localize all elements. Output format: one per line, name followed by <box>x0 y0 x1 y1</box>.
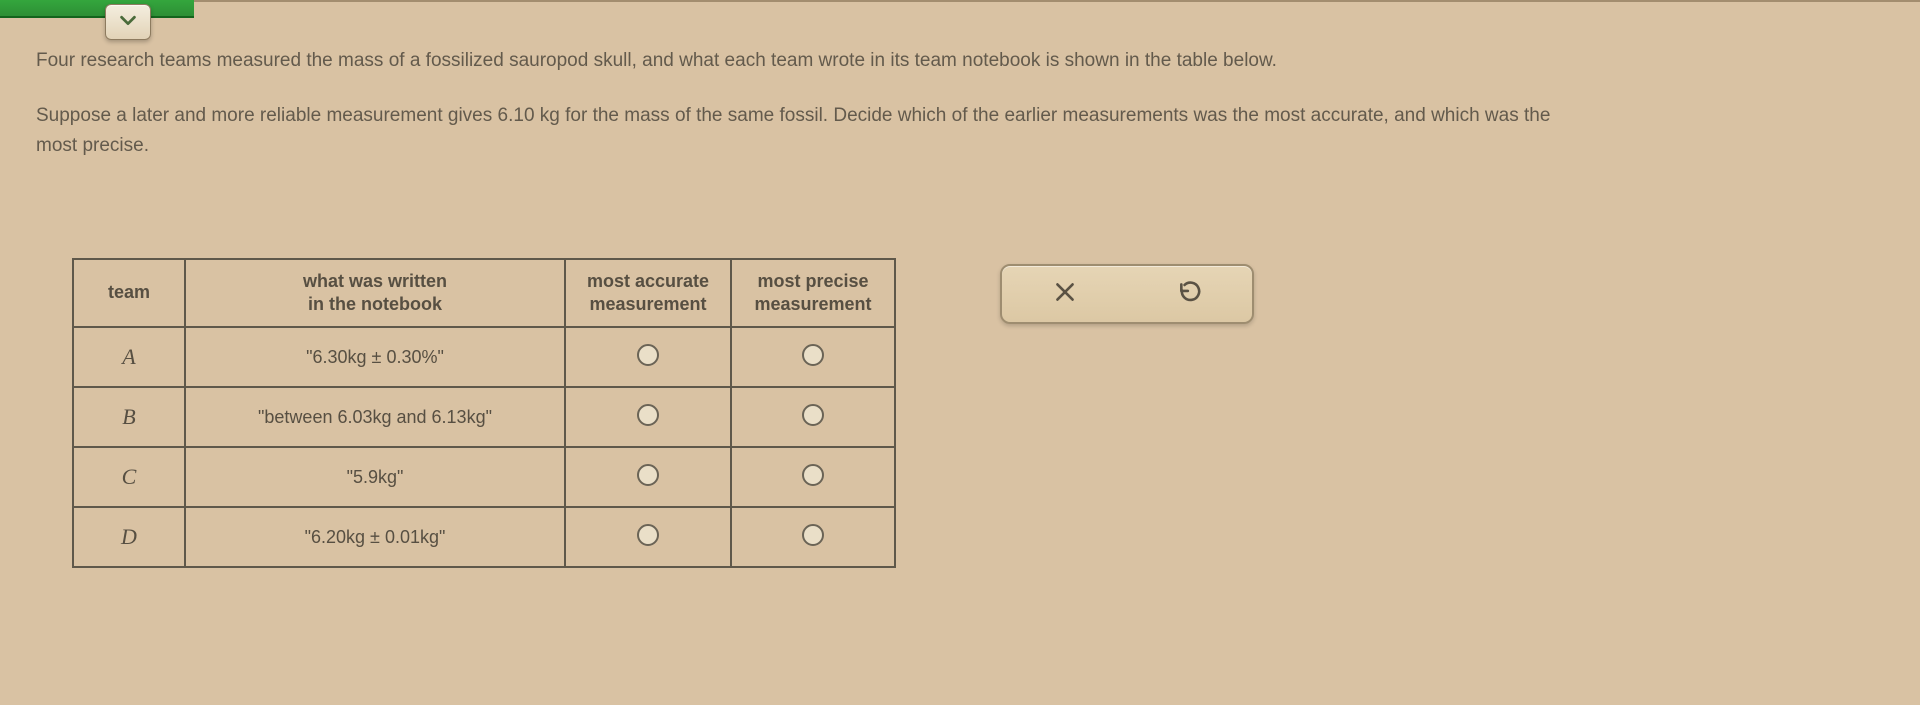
table-header-row: team what was written in the notebook mo… <box>73 259 895 327</box>
undo-icon <box>1177 279 1203 310</box>
written-cell: "6.20kg ± 0.01kg" <box>185 507 565 567</box>
question-paragraph-2: Suppose a later and more reliable measur… <box>36 101 1596 160</box>
top-green-bar <box>0 0 194 18</box>
team-label: D <box>121 524 137 549</box>
precise-radio-c[interactable] <box>802 464 824 486</box>
question-text: Four research teams measured the mass of… <box>36 46 1596 186</box>
table-row: D "6.20kg ± 0.01kg" <box>73 507 895 567</box>
header-written-l1: what was written <box>186 270 564 293</box>
written-cell: "between 6.03kg and 6.13kg" <box>185 387 565 447</box>
header-accurate-l2: measurement <box>566 293 730 316</box>
table-row: B "between 6.03kg and 6.13kg" <box>73 387 895 447</box>
precise-radio-b[interactable] <box>802 404 824 426</box>
header-precise: most precise measurement <box>731 259 895 327</box>
team-label: B <box>122 404 135 429</box>
header-team: team <box>73 259 185 327</box>
written-cell: "6.30kg ± 0.30%" <box>185 327 565 387</box>
header-precise-l2: measurement <box>732 293 894 316</box>
close-icon <box>1052 279 1078 310</box>
accurate-radio-a[interactable] <box>637 344 659 366</box>
precise-radio-a[interactable] <box>802 344 824 366</box>
expand-question-button[interactable] <box>105 4 151 40</box>
team-label: A <box>122 344 135 369</box>
header-written-l2: in the notebook <box>186 293 564 316</box>
team-label: C <box>122 464 137 489</box>
header-accurate: most accurate measurement <box>565 259 731 327</box>
accurate-radio-c[interactable] <box>637 464 659 486</box>
reset-button[interactable] <box>1170 274 1210 314</box>
accurate-radio-d[interactable] <box>637 524 659 546</box>
table-row: C "5.9kg" <box>73 447 895 507</box>
action-toolbar <box>1000 264 1254 324</box>
clear-button[interactable] <box>1045 274 1085 314</box>
header-accurate-l1: most accurate <box>566 270 730 293</box>
accurate-radio-b[interactable] <box>637 404 659 426</box>
header-written: what was written in the notebook <box>185 259 565 327</box>
answer-area: team what was written in the notebook mo… <box>72 258 896 568</box>
header-precise-l1: most precise <box>732 270 894 293</box>
table-row: A "6.30kg ± 0.30%" <box>73 327 895 387</box>
measurements-table: team what was written in the notebook mo… <box>72 258 896 568</box>
question-paragraph-1: Four research teams measured the mass of… <box>36 46 1596 75</box>
precise-radio-d[interactable] <box>802 524 824 546</box>
written-cell: "5.9kg" <box>185 447 565 507</box>
chevron-down-icon <box>117 9 139 36</box>
